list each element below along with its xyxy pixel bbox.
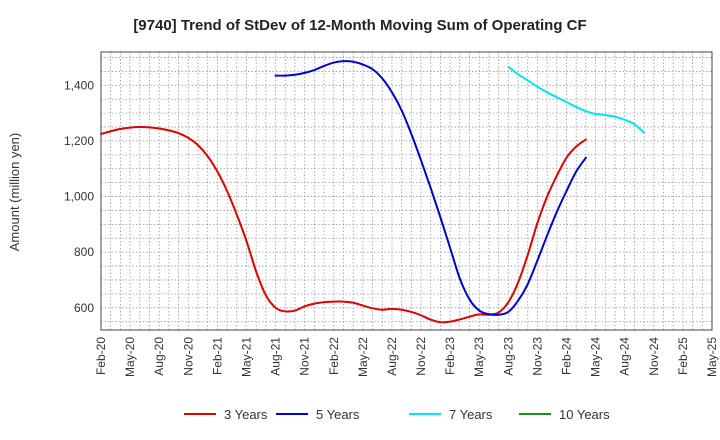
x-tick-label: May-23 — [472, 337, 486, 377]
x-tick-label: Nov-24 — [647, 337, 661, 376]
y-tick-label: 800 — [74, 245, 94, 259]
grid — [101, 52, 712, 330]
y-axis: 600 800 1,000 1,200 1,400 — [64, 78, 94, 314]
y-tick-label: 1,400 — [64, 78, 94, 92]
x-tick-label: Feb-23 — [443, 337, 457, 375]
x-tick-label: Feb-25 — [676, 337, 690, 375]
y-tick-label: 600 — [74, 301, 94, 315]
x-tick-label: Aug-22 — [385, 337, 399, 376]
x-tick-label: Aug-20 — [152, 337, 166, 376]
x-tick-label: Feb-20 — [94, 337, 108, 375]
series-line-7-years — [507, 65, 646, 134]
series-line-5-years — [274, 60, 587, 316]
legend-label-5-years: 5 Years — [316, 407, 360, 422]
x-tick-label: Feb-21 — [210, 337, 224, 375]
x-tick-label: Nov-21 — [298, 337, 312, 376]
x-tick-label: May-21 — [239, 337, 253, 377]
series-line-3-years — [100, 126, 587, 324]
x-tick-label: Aug-23 — [501, 337, 515, 376]
y-axis-title: Amount (million yen) — [7, 133, 22, 252]
x-tick-label: Feb-22 — [327, 337, 341, 375]
x-tick-label: Aug-21 — [269, 337, 283, 376]
y-tick-label: 1,000 — [64, 190, 94, 204]
series-lines — [100, 60, 646, 324]
x-tick-label: Nov-22 — [414, 337, 428, 376]
legend: 3 Years 5 Years 7 Years 10 Years — [184, 407, 610, 422]
x-tick-label: May-22 — [356, 337, 370, 377]
x-tick-label: May-24 — [589, 337, 603, 377]
x-tick-label: Nov-23 — [530, 337, 544, 376]
x-axis: Feb-20 May-20 Aug-20 Nov-20 Feb-21 May-21 Aug-… — [94, 337, 719, 377]
chart-title: [9740] Trend of StDev of 12-Month Moving… — [133, 17, 586, 34]
x-tick-label: Nov-20 — [181, 337, 195, 376]
x-tick-label: May-25 — [705, 337, 719, 377]
plot-area — [100, 51, 713, 331]
legend-label-7-years: 7 Years — [449, 407, 493, 422]
x-tick-label: Feb-24 — [560, 337, 574, 375]
x-tick-label: Aug-24 — [618, 337, 632, 376]
y-tick-label: 1,200 — [64, 134, 94, 148]
legend-label-3-years: 3 Years — [224, 407, 268, 422]
x-tick-label: May-20 — [123, 337, 137, 377]
legend-label-10-years: 10 Years — [559, 407, 610, 422]
